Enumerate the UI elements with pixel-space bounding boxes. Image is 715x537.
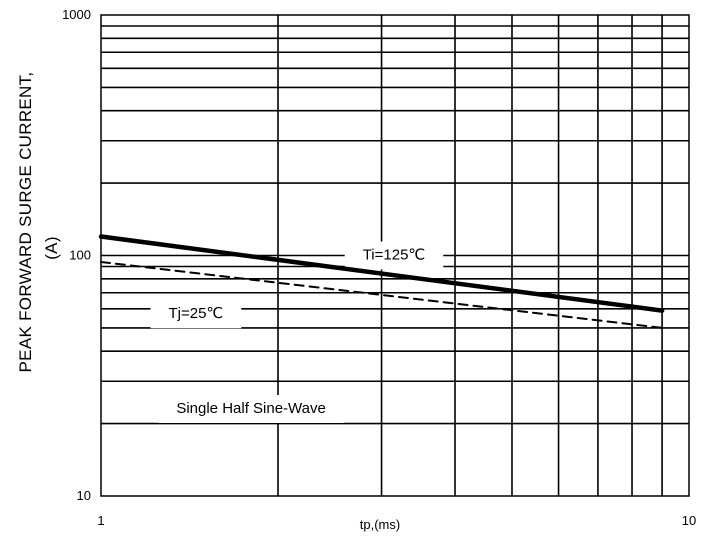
y-tick-label: 1000: [62, 7, 91, 22]
tick-labels: 1 10 10 100 1000: [62, 7, 696, 528]
y-tick-label: 100: [69, 248, 91, 263]
x-axis-label: tp,(ms): [360, 517, 400, 532]
x-tick-label: 1: [97, 513, 104, 528]
series-line-2: [100, 261, 664, 329]
series-layer: [98, 234, 665, 329]
annotation-1: Ti=125℃: [363, 246, 426, 263]
annotation-background: [158, 395, 344, 424]
plot-frame: [100, 14, 690, 497]
annotation-background: [150, 300, 242, 329]
annotation-background: [344, 241, 444, 270]
y-axis-label-line2: (A): [42, 236, 61, 260]
annotation-3: Single Half Sine-Wave: [176, 400, 326, 417]
annotation-2: Tj=25℃: [168, 305, 223, 322]
y-axis-label-line1: PEAK FORWARD SURGE CURRENT,: [16, 72, 35, 373]
y-tick-label: 10: [77, 488, 91, 503]
y-axis-label: PEAK FORWARD SURGE CURRENT, (A): [16, 72, 61, 373]
x-tick-label: 10: [682, 513, 696, 528]
series-line-1: [98, 234, 665, 313]
annotation-layer: Ti=125℃ Tj=25℃ Single Half Sine-Wave: [150, 241, 444, 424]
